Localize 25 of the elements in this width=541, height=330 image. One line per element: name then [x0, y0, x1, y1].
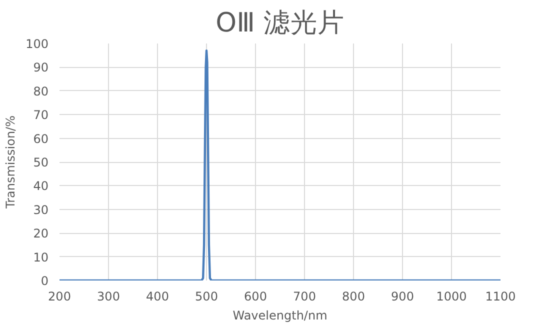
y-tick-label: 20 [33, 226, 49, 241]
y-tick-label: 30 [33, 202, 49, 217]
y-axis-title: Transmission/% [4, 116, 18, 210]
y-tick-label: 50 [33, 156, 49, 170]
x-tick-label: 1100 [485, 290, 516, 304]
line-series [60, 50, 500, 280]
x-tick-label: 600 [244, 290, 267, 304]
x-axis-title: Wavelength/nm [232, 308, 328, 322]
y-tick-label: 10 [33, 250, 49, 264]
x-tick-label: 200 [48, 290, 71, 304]
x-tick-label: 1000 [436, 290, 467, 304]
y-tick-label: 60 [33, 132, 49, 146]
y-tick-label: 0 [40, 274, 49, 288]
y-tick-label: 100 [26, 37, 48, 51]
chart-title: OⅢ 滤光片 [216, 8, 344, 38]
x-tick-label: 400 [146, 290, 169, 304]
x-tick-label: 800 [342, 290, 365, 304]
y-tick-label: 40 [33, 179, 49, 194]
x-tick-label: 300 [97, 290, 120, 304]
y-tick-label: 80 [33, 84, 49, 98]
x-tick-label: 500 [195, 290, 218, 304]
x-tick-label: 700 [293, 290, 316, 304]
x-tick-label: 900 [391, 290, 414, 304]
y-tick-label: 90 [33, 60, 49, 75]
y-tick-label: 70 [33, 108, 49, 122]
